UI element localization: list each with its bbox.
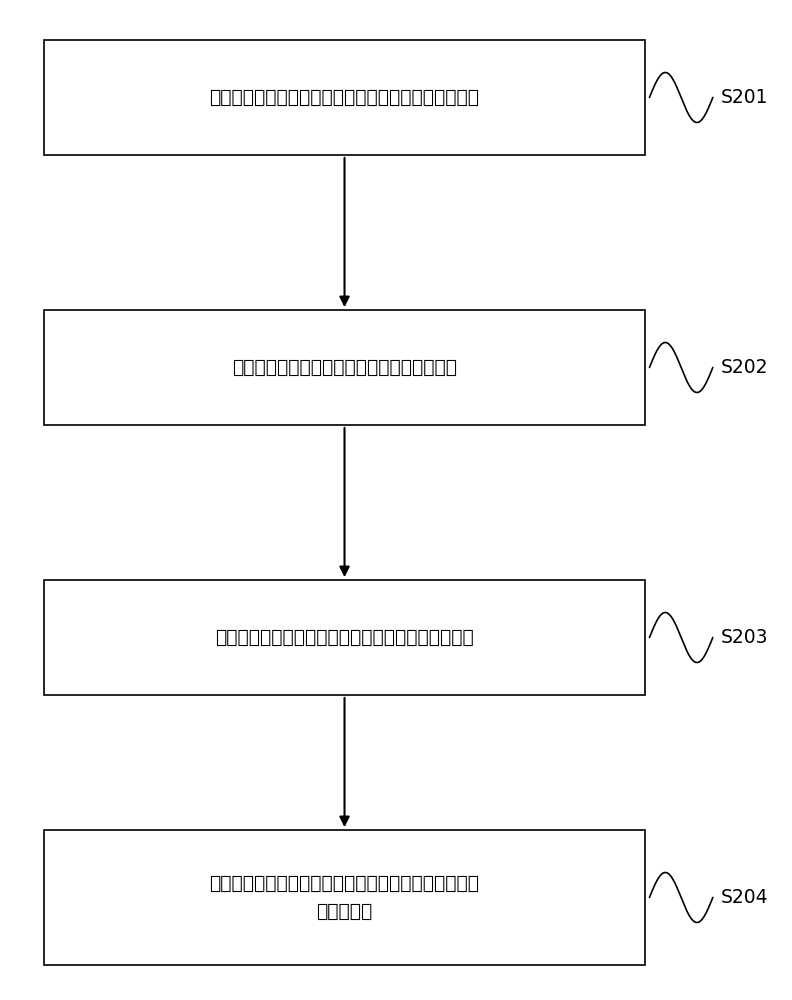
- Text: 根据平面展布面积、累计厚度以及加权裂缝孔隙度，获
取储层体积: 根据平面展布面积、累计厚度以及加权裂缝孔隙度，获 取储层体积: [210, 874, 479, 921]
- Text: S202: S202: [721, 358, 768, 377]
- FancyBboxPatch shape: [44, 310, 645, 425]
- Text: S204: S204: [721, 888, 768, 907]
- FancyBboxPatch shape: [44, 40, 645, 155]
- FancyBboxPatch shape: [44, 830, 645, 965]
- Text: S203: S203: [721, 628, 768, 647]
- Text: 获取气井的生产层段的裂缝集中发育区的平面展布面积: 获取气井的生产层段的裂缝集中发育区的平面展布面积: [210, 88, 479, 107]
- Text: 获取气井的生产层段的裂缝发育段的累计厚度: 获取气井的生产层段的裂缝发育段的累计厚度: [232, 358, 457, 377]
- Text: 获取气井的生产层段的裂缝发育段的加权裂缝孔隙度: 获取气井的生产层段的裂缝发育段的加权裂缝孔隙度: [215, 628, 474, 647]
- FancyBboxPatch shape: [44, 580, 645, 695]
- Text: S201: S201: [721, 88, 768, 107]
